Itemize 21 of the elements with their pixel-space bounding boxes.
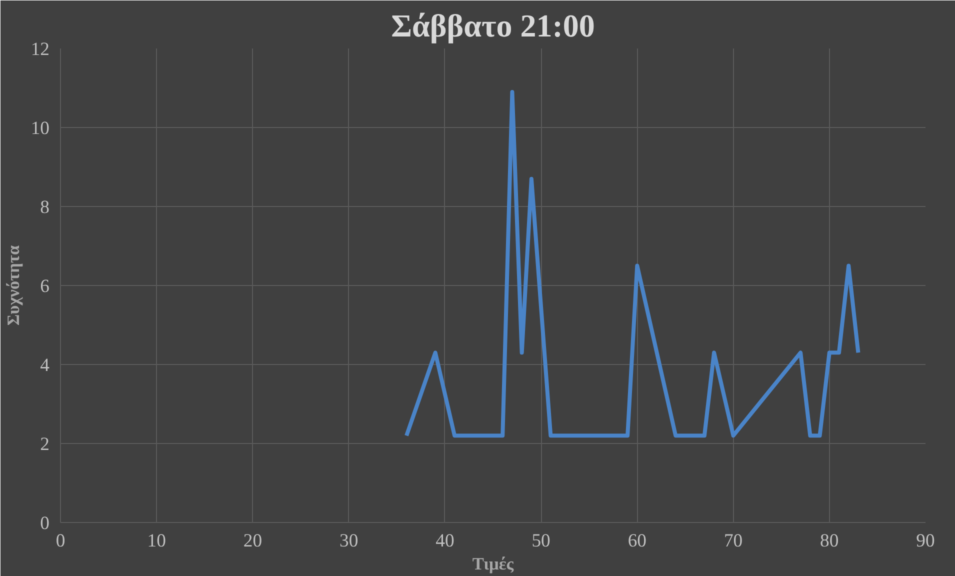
x-tick-label: 90: [916, 530, 935, 552]
x-tick-label: 30: [340, 530, 358, 552]
y-tick-label: 0: [40, 513, 50, 534]
x-tick-label: 70: [724, 530, 743, 552]
x-tick-label: 0: [56, 530, 66, 552]
x-tick-label: 80: [820, 530, 839, 552]
y-tick-label: 10: [30, 118, 50, 139]
x-tick-label: 60: [628, 530, 646, 552]
x-tick-label: 20: [243, 530, 262, 552]
x-tick-label: 40: [436, 530, 454, 552]
x-tick-label: 10: [147, 530, 166, 552]
y-tick-label: 8: [40, 197, 50, 218]
chart-title: Σάββατο 21:00: [391, 8, 595, 44]
x-tick-label: 50: [532, 530, 550, 552]
y-tick-label: 2: [40, 434, 50, 455]
x-axis-title: Τιμές: [472, 554, 514, 574]
y-tick-label: 12: [30, 39, 50, 60]
y-axis-title: Συχνότητα: [4, 245, 23, 326]
y-tick-label: 4: [40, 355, 50, 376]
line-series: [404, 90, 860, 438]
y-tick-label: 6: [40, 276, 50, 297]
